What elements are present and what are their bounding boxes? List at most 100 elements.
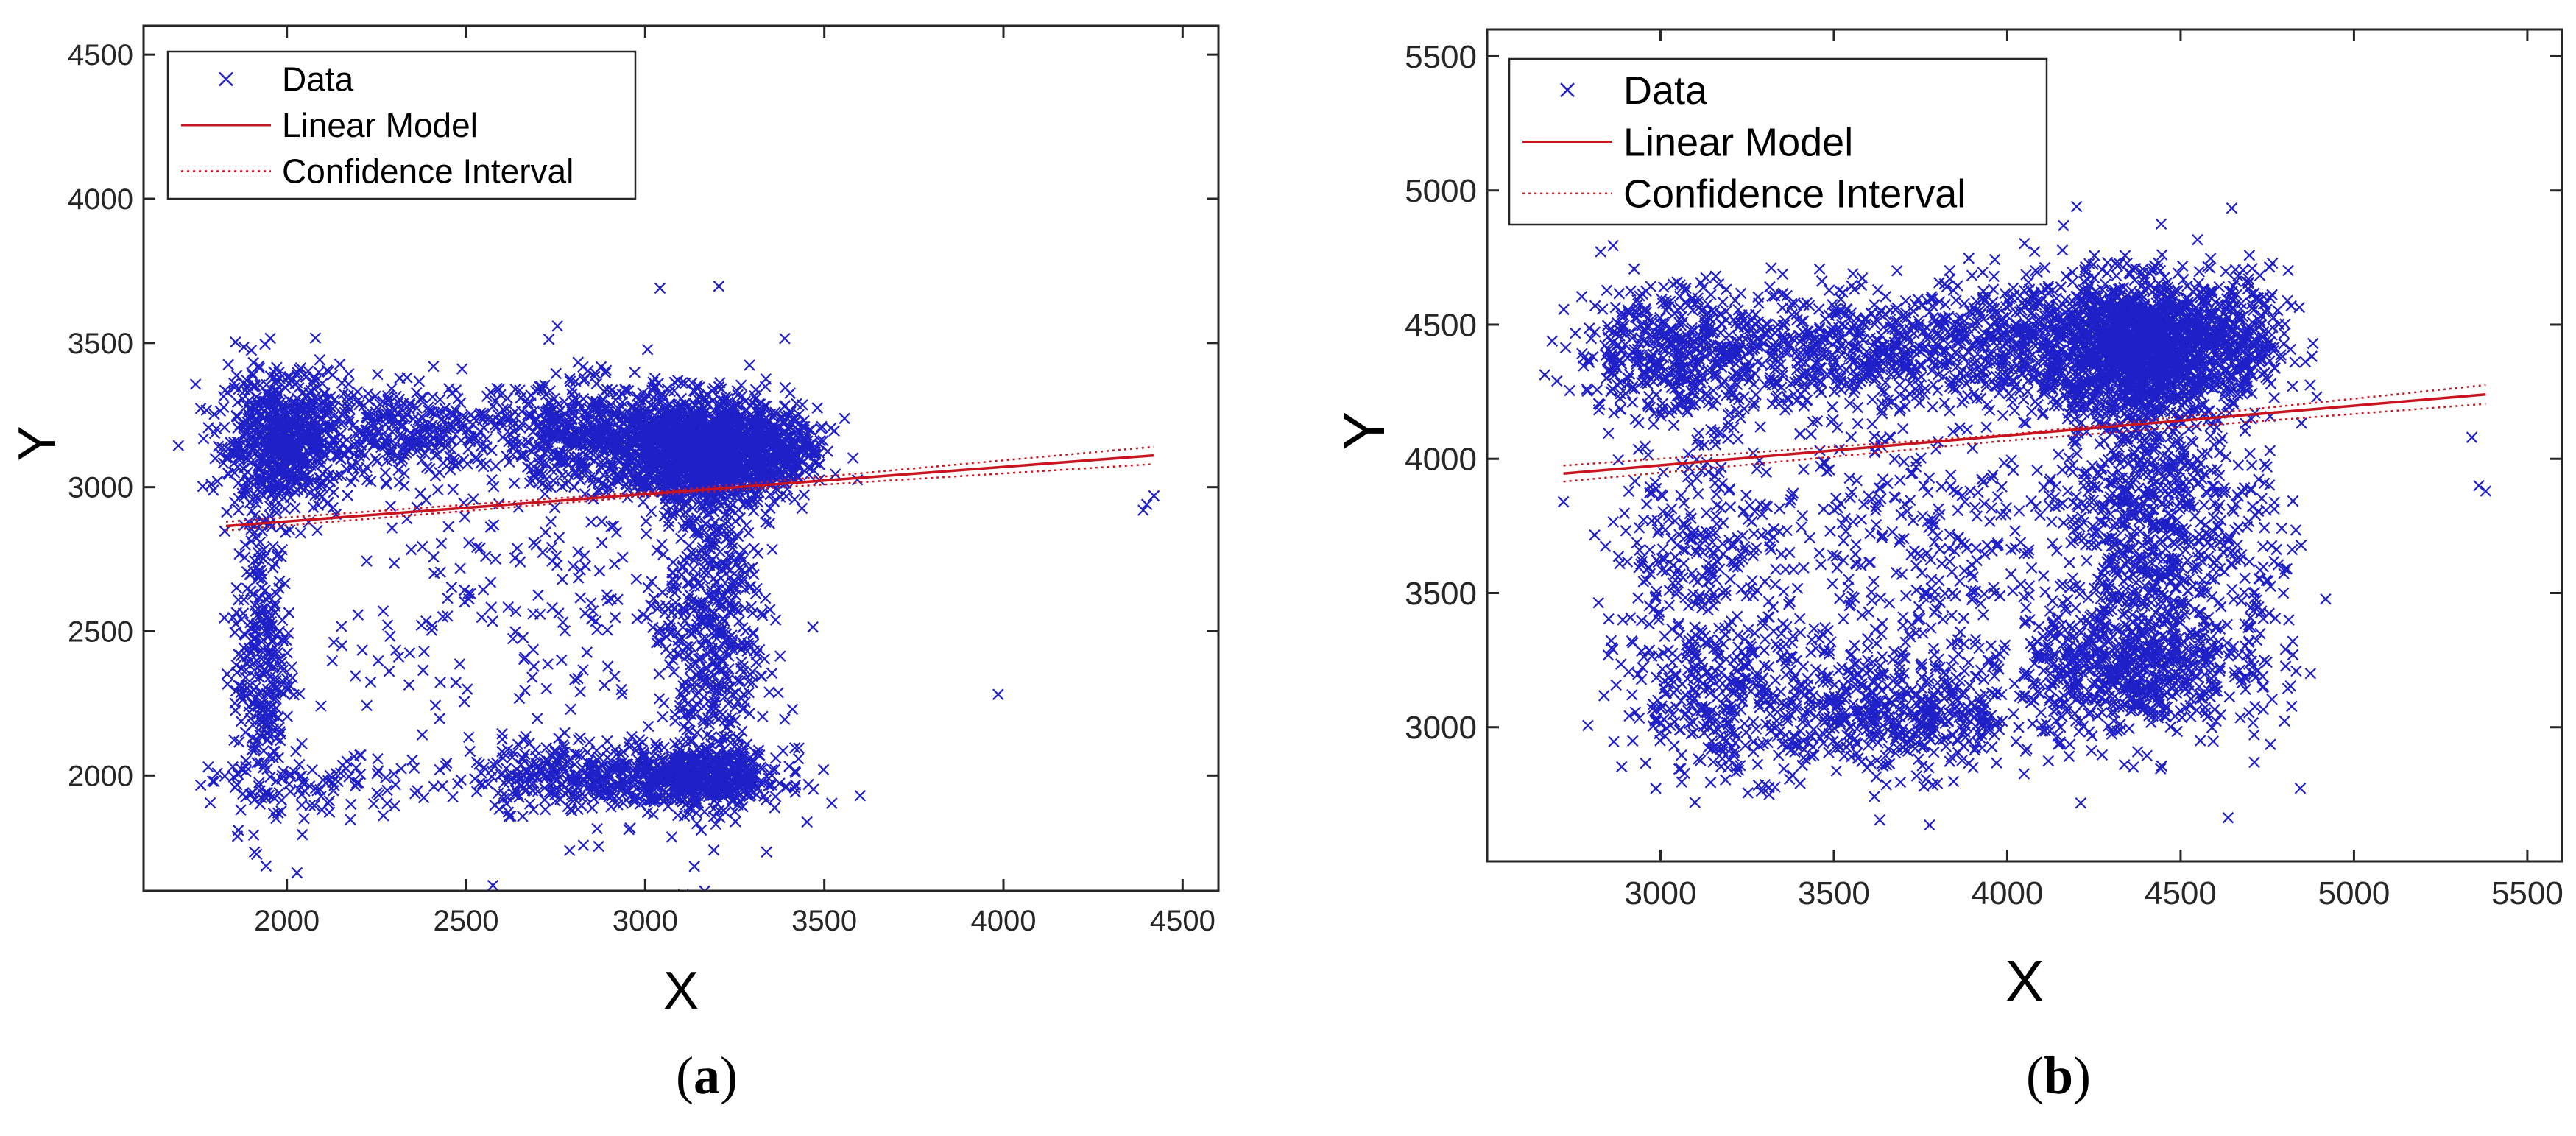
data-point	[331, 470, 343, 481]
data-point	[529, 415, 542, 427]
data-point	[221, 506, 233, 518]
data-point	[311, 403, 324, 415]
data-point	[251, 493, 264, 504]
data-point	[371, 455, 383, 468]
data-point	[310, 375, 322, 387]
data-point	[367, 439, 380, 451]
data-point	[315, 437, 327, 448]
data-point	[386, 426, 398, 438]
data-point	[548, 501, 561, 514]
data-point	[364, 475, 377, 487]
data-point	[710, 818, 722, 830]
data-point	[481, 441, 493, 453]
data-point	[490, 460, 502, 472]
data-point	[691, 807, 702, 819]
data-point	[271, 450, 283, 462]
data-point	[496, 431, 509, 443]
data-point	[462, 731, 475, 744]
data-point	[657, 548, 669, 560]
data-point	[615, 401, 628, 413]
data-point	[219, 525, 231, 537]
data-point	[522, 397, 534, 409]
data-point	[346, 459, 359, 472]
data-point	[200, 404, 213, 416]
data-point	[237, 462, 250, 474]
data-point	[826, 797, 838, 809]
data-point	[489, 799, 501, 811]
data-point	[666, 831, 678, 843]
data-point	[322, 402, 334, 414]
data-point	[789, 765, 801, 777]
data-point	[396, 453, 409, 465]
data-point	[568, 481, 580, 493]
data-point	[249, 379, 261, 391]
data-point	[445, 435, 457, 447]
data-point	[258, 451, 270, 464]
data-point	[653, 693, 666, 705]
data-point	[365, 426, 378, 438]
data-point	[451, 392, 464, 405]
data-point	[577, 418, 590, 430]
data-point	[707, 844, 720, 856]
data-point	[796, 502, 808, 515]
data-point	[540, 473, 553, 485]
data-point	[230, 409, 243, 422]
data-point	[595, 361, 607, 373]
data-point	[566, 412, 578, 425]
data-point	[779, 381, 791, 394]
data-point	[229, 627, 241, 638]
data-point	[588, 370, 601, 383]
data-point	[214, 448, 226, 459]
data-point	[386, 383, 398, 395]
data-point	[231, 396, 244, 409]
data-point	[250, 391, 263, 403]
data-point	[272, 752, 285, 764]
data-point	[329, 393, 341, 406]
data-point	[305, 420, 317, 432]
data-point	[779, 781, 791, 793]
data-point	[286, 456, 297, 468]
data-point	[314, 353, 326, 366]
data-point	[403, 403, 415, 415]
data-point	[353, 432, 365, 445]
data-point	[286, 418, 298, 431]
data-point	[412, 426, 424, 437]
data-point	[564, 375, 576, 387]
data-point	[379, 467, 392, 479]
data-point	[672, 809, 684, 822]
data-point	[317, 423, 330, 435]
data-point	[250, 435, 263, 447]
data-point	[345, 476, 357, 488]
data-point	[292, 367, 303, 378]
data-point	[384, 500, 397, 512]
data-point	[571, 434, 582, 446]
data-point	[321, 463, 334, 476]
data-point	[801, 816, 813, 828]
data-point	[622, 384, 635, 397]
data-point	[487, 401, 499, 412]
data-point	[392, 397, 405, 409]
data-point	[816, 420, 828, 433]
data-point	[433, 428, 445, 441]
data-point	[275, 401, 287, 413]
data-point	[448, 456, 460, 469]
data-point	[678, 721, 690, 733]
data-point	[769, 802, 781, 814]
data-point	[487, 414, 499, 426]
data-point	[387, 412, 399, 425]
data-point	[645, 505, 657, 518]
data-point	[304, 387, 316, 400]
data-point	[361, 473, 373, 486]
data-point	[338, 449, 350, 462]
data-point	[798, 489, 811, 501]
data-point	[172, 440, 185, 452]
data-point	[669, 715, 681, 727]
data-point	[230, 370, 243, 381]
data-point	[227, 377, 240, 389]
data-point	[688, 861, 700, 872]
data-point	[552, 455, 565, 468]
data-point	[302, 479, 314, 491]
data-point	[419, 448, 431, 459]
data-point	[786, 703, 799, 716]
